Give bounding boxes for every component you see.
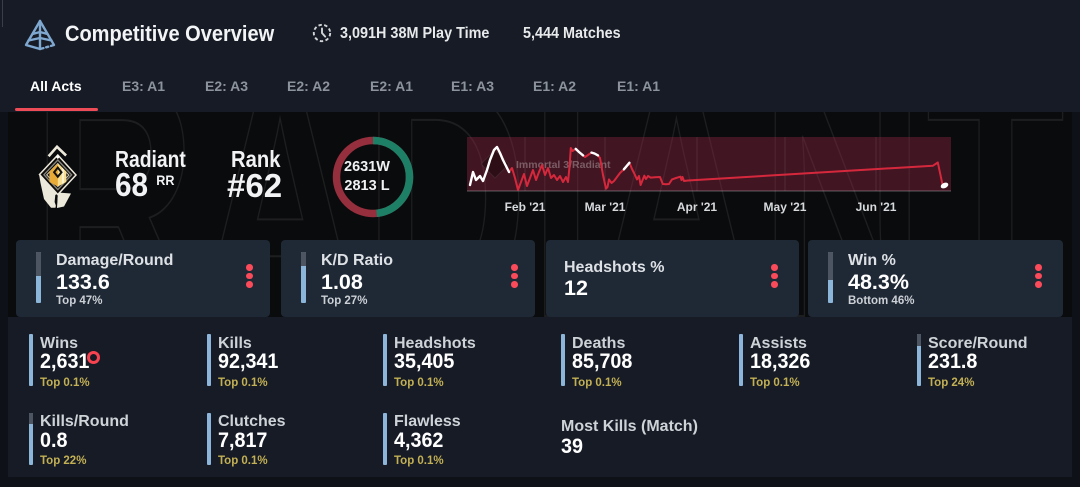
svg-text:Mar '21: Mar '21: [585, 200, 626, 214]
svg-text:Jun '21: Jun '21: [856, 200, 897, 214]
svg-text:Feb '21: Feb '21: [505, 200, 546, 214]
svg-text:Apr '21: Apr '21: [677, 200, 718, 214]
svg-text:Immortal 3/Radiant: Immortal 3/Radiant: [516, 159, 611, 171]
svg-text:May '21: May '21: [764, 200, 807, 214]
